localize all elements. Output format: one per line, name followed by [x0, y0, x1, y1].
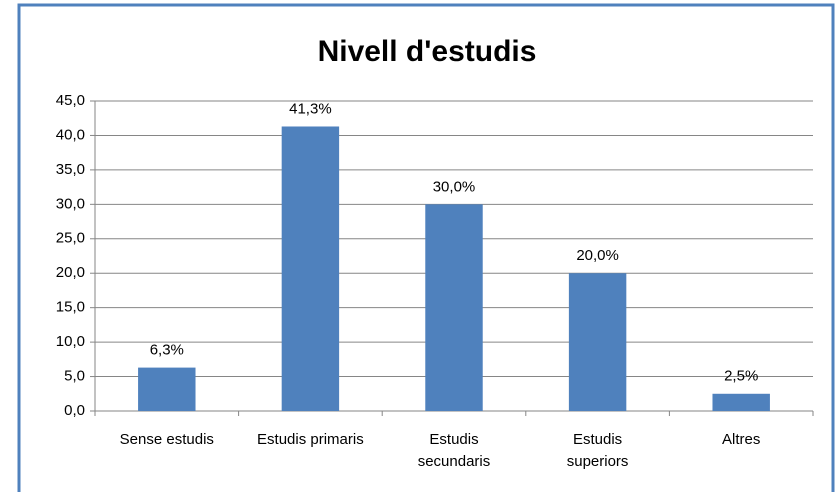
x-tick-label: Estudis secundaris	[417, 431, 491, 470]
y-tick-label: 10,0	[56, 333, 85, 350]
data-label: 30,0%	[433, 178, 476, 195]
bar	[568, 273, 627, 411]
chart-title: Nivell d'estudis	[318, 35, 537, 68]
bar	[138, 367, 196, 411]
data-label: 41,3%	[289, 100, 332, 117]
y-tick-label: 0,0	[64, 402, 85, 419]
x-tick-label: Altres	[722, 431, 761, 448]
y-tick-label: 35,0	[56, 161, 85, 178]
data-label: 20,0%	[576, 247, 619, 264]
y-tick-label: 25,0	[56, 230, 85, 247]
y-tick-label: 5,0	[64, 368, 85, 385]
y-tick-label: 20,0	[56, 264, 85, 281]
y-tick-label: 15,0	[56, 299, 85, 316]
bar	[712, 393, 770, 411]
bar	[425, 204, 483, 411]
x-tick-label: Estudis superiors	[566, 431, 629, 470]
data-label: 2,5%	[724, 368, 758, 385]
bar	[281, 126, 340, 411]
x-tick-label: Estudis primaris	[257, 431, 364, 448]
y-tick-label: 30,0	[56, 195, 85, 212]
data-label: 6,3%	[150, 342, 184, 359]
y-tick-label: 45,0	[56, 92, 85, 109]
y-tick-label: 40,0	[56, 126, 85, 143]
x-tick-label: Sense estudis	[119, 431, 214, 448]
